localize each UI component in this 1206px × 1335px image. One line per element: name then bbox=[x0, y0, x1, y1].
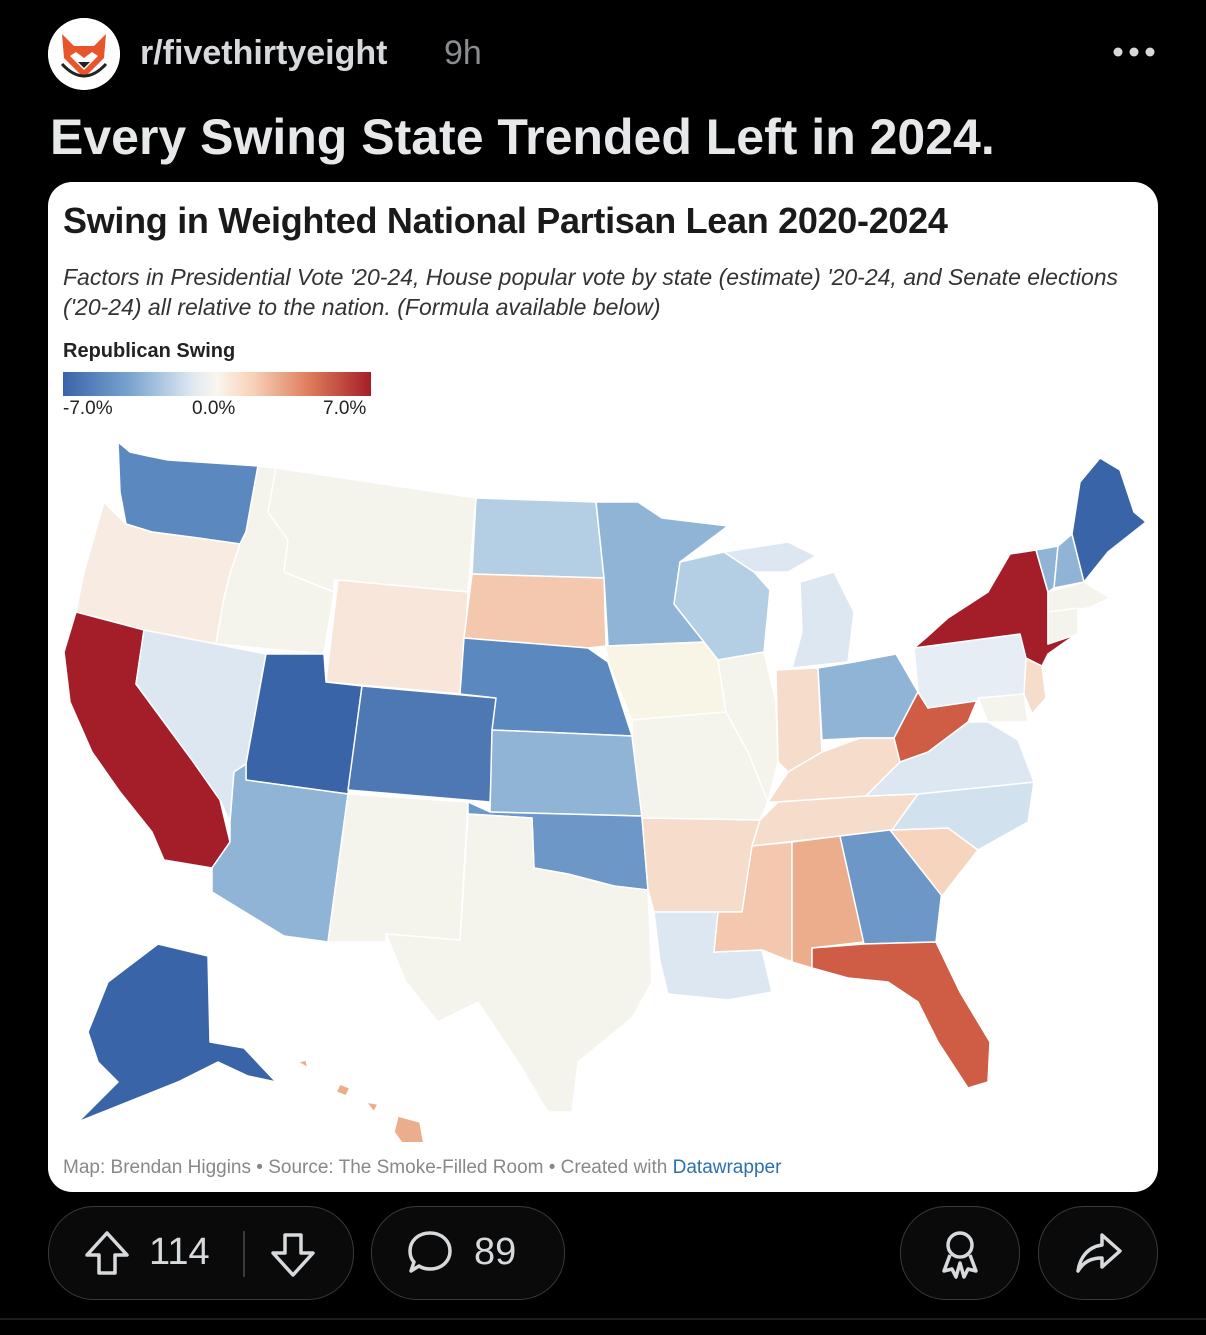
us-swing-map bbox=[63, 441, 1147, 1142]
legend-max-label: 7.0% bbox=[323, 398, 367, 419]
post-age: 9h bbox=[444, 34, 482, 72]
bottom-separator bbox=[0, 1318, 1206, 1320]
subreddit-name[interactable]: r/fivethirtyeight bbox=[140, 34, 388, 72]
share-button[interactable] bbox=[1038, 1206, 1158, 1300]
state-montana bbox=[267, 467, 477, 593]
award-icon bbox=[936, 1227, 984, 1284]
chart-title: Swing in Weighted National Partisan Lean… bbox=[63, 200, 948, 241]
state-michigan bbox=[723, 541, 855, 669]
more-dots-icon[interactable] bbox=[1110, 32, 1158, 72]
state-colorado bbox=[347, 685, 497, 803]
state-connecticut bbox=[1047, 607, 1079, 645]
state-north-dakota bbox=[471, 497, 605, 579]
fox-avatar-icon[interactable] bbox=[48, 18, 120, 90]
post-title[interactable]: Every Swing State Trended Left in 2024. bbox=[50, 109, 995, 165]
state-iowa bbox=[605, 641, 727, 721]
post-header: r/fivethirtyeight 9h bbox=[48, 18, 1158, 90]
downvote-arrow-icon[interactable] bbox=[269, 1231, 317, 1284]
state-arkansas bbox=[641, 817, 761, 913]
award-button[interactable] bbox=[900, 1206, 1020, 1300]
share-arrow-icon bbox=[1074, 1229, 1124, 1282]
upvote-arrow-icon[interactable] bbox=[83, 1229, 131, 1282]
vote-divider bbox=[243, 1231, 245, 1277]
chart-footer: Map: Brendan Higgins • Source: The Smoke… bbox=[63, 1157, 781, 1179]
state-texas bbox=[385, 813, 653, 1113]
state-alaska bbox=[77, 943, 277, 1123]
legend-mid-label: 0.0% bbox=[192, 398, 236, 419]
legend-color-scale bbox=[63, 372, 371, 396]
state-wyoming bbox=[325, 579, 469, 695]
legend-title: Republican Swing bbox=[63, 340, 236, 362]
footer-credits: Map: Brendan Higgins • Source: The Smoke… bbox=[63, 1157, 673, 1178]
state-kansas bbox=[489, 729, 643, 817]
state-illinois bbox=[717, 651, 779, 803]
comment-count: 89 bbox=[474, 1231, 517, 1273]
state-south-dakota bbox=[463, 573, 607, 649]
state-maryland bbox=[977, 693, 1029, 723]
datawrapper-link[interactable]: Datawrapper bbox=[672, 1157, 782, 1178]
upvote-count: 114 bbox=[149, 1231, 210, 1273]
state-arizona bbox=[211, 763, 349, 943]
chart-subtitle: Factors in Presidential Vote '20-24, Hou… bbox=[63, 264, 1119, 320]
state-maine bbox=[1071, 457, 1147, 583]
post-image-card[interactable]: Swing in Weighted National Partisan Lean… bbox=[48, 182, 1158, 1192]
comment-button[interactable]: 89 bbox=[371, 1206, 565, 1300]
state-hawaii bbox=[297, 1059, 425, 1142]
state-florida bbox=[811, 941, 991, 1089]
legend-min-label: -7.0% bbox=[63, 398, 113, 419]
vote-pill: 114 bbox=[48, 1206, 354, 1300]
post-action-bar: 114 89 bbox=[48, 1206, 1158, 1300]
comment-bubble-icon bbox=[406, 1229, 454, 1282]
state-new-jersey bbox=[1023, 657, 1047, 715]
state-new-mexico bbox=[327, 793, 469, 943]
state-massachusetts bbox=[1047, 581, 1111, 613]
state-georgia bbox=[839, 829, 943, 945]
